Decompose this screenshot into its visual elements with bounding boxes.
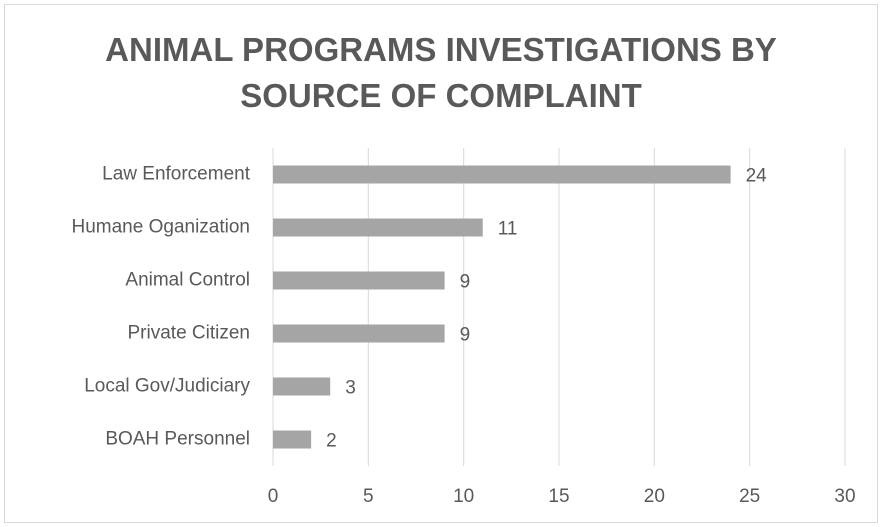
y-tick-label: Private Citizen	[128, 323, 251, 344]
chart-title: ANIMAL PROGRAMS INVESTIGATIONS BY SOURCE…	[105, 31, 777, 114]
bar	[273, 218, 483, 237]
chart-border	[4, 4, 878, 523]
x-tick-label: 25	[739, 486, 760, 507]
x-tick-label: 15	[548, 486, 569, 507]
bar	[273, 165, 731, 184]
data-label: 9	[460, 272, 471, 293]
y-tick-label: Animal Control	[125, 270, 250, 291]
x-tick-label: 10	[453, 486, 474, 507]
y-tick-label: Local Gov/Judiciary	[84, 376, 250, 397]
x-tick-label: 30	[834, 486, 855, 507]
data-label: 11	[498, 219, 518, 240]
x-tick-label: 20	[644, 486, 665, 507]
bar	[273, 324, 445, 343]
y-tick-label: Humane Oganization	[72, 217, 251, 238]
bar	[273, 271, 445, 290]
data-label: 2	[326, 431, 337, 452]
bar	[273, 430, 312, 449]
data-label: 9	[460, 325, 471, 346]
y-tick-label: Law Enforcement	[102, 164, 251, 185]
x-tick-label: 0	[268, 486, 279, 507]
y-tick-label: BOAH Personnel	[105, 429, 250, 450]
x-tick-label: 5	[363, 486, 374, 507]
data-label: 3	[345, 378, 356, 399]
data-label: 24	[746, 166, 768, 187]
bar	[273, 377, 331, 396]
